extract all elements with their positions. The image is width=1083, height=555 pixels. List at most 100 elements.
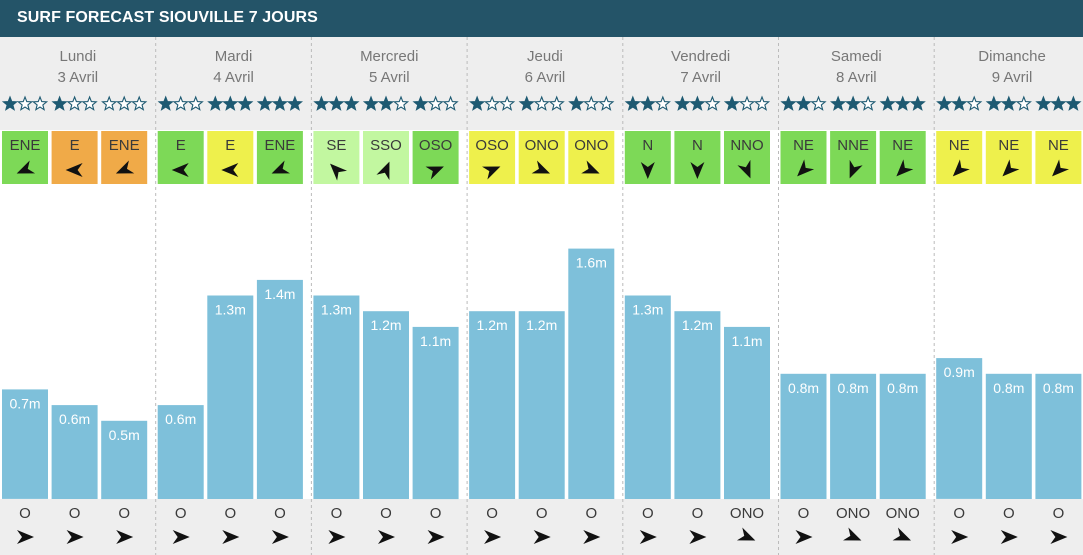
wind-box: [256, 131, 303, 184]
wave-height-label: 0.6m: [165, 411, 196, 427]
star-filled-icon: [256, 95, 274, 111]
swell-direction-label: O: [175, 505, 187, 522]
day-date: 9 Avril: [992, 69, 1033, 86]
day-header-bg: [622, 37, 779, 130]
wave-bar: [724, 326, 770, 500]
star-filled-icon: [518, 95, 535, 111]
star-filled-icon: [222, 95, 239, 111]
wind-box: [879, 131, 926, 184]
wind-arrow-icon: [330, 163, 348, 181]
day-date: 3 Avril: [58, 69, 99, 86]
star-empty-icon: [187, 95, 204, 111]
wave-bar: [469, 311, 516, 499]
star-filled-icon: [909, 95, 926, 111]
star-empty-icon: [498, 95, 516, 111]
swell-arrow-icon: [484, 530, 502, 544]
day-footer-bg: [0, 499, 156, 555]
wind-box: [985, 131, 1032, 184]
star-filled-icon: [780, 95, 797, 111]
star-filled-icon: [879, 95, 896, 111]
wave-height-label: 1.3m: [215, 302, 246, 318]
wind-arrow-icon: [376, 161, 390, 181]
page-title: SURF FORECAST SIOUVILLE 7 JOURS: [17, 9, 318, 26]
swell-arrow-icon: [892, 527, 912, 541]
day-header-bg: [467, 37, 623, 130]
swell-arrow-icon: [795, 530, 813, 544]
forecast-header: SURF FORECAST SIOUVILLE 7 JOURS: [0, 0, 1083, 37]
wind-box: [830, 131, 877, 184]
wave-height-label: 1.6m: [576, 255, 607, 271]
wind-arrow-icon: [16, 160, 36, 174]
wind-direction-label: E: [176, 137, 186, 154]
wave-bar: [985, 373, 1032, 499]
star-filled-icon: [985, 95, 1002, 111]
day-name: Samedi: [831, 48, 882, 65]
star-filled-icon: [157, 95, 174, 111]
day-name: Vendredi: [671, 48, 730, 65]
star-filled-icon: [313, 95, 330, 111]
swell-arrow-icon: [172, 530, 190, 544]
wind-box: [568, 131, 615, 184]
swell-arrow-icon: [843, 527, 862, 541]
swell-direction-label: ONO: [730, 505, 764, 522]
wave-bar: [51, 405, 98, 499]
star-empty-icon: [392, 95, 410, 111]
wind-direction-label: N: [642, 137, 653, 154]
star-filled-icon: [674, 95, 691, 111]
wave-bar: [313, 295, 360, 499]
wave-height-label: 1.2m: [370, 317, 401, 333]
swell-direction-label: ONO: [886, 505, 920, 522]
wave-bar: [830, 373, 877, 499]
star-filled-icon: [328, 95, 345, 111]
wind-direction-label: ENE: [264, 137, 295, 154]
wave-bar: [624, 295, 671, 499]
star-filled-icon: [412, 95, 429, 111]
wind-arrow-icon: [849, 159, 863, 179]
wind-arrow-icon: [425, 166, 444, 180]
wind-arrow-icon: [65, 163, 83, 177]
day-footer-bg: [622, 499, 779, 555]
wave-height-label: 1.3m: [321, 302, 352, 318]
wind-direction-label: OSO: [475, 137, 508, 154]
star-empty-icon: [16, 95, 34, 111]
star-filled-icon: [1000, 95, 1017, 111]
star-filled-icon: [1035, 95, 1052, 111]
star-empty-icon: [583, 95, 600, 111]
wave-height-label: 0.8m: [993, 380, 1024, 396]
wind-direction-label: N: [692, 137, 703, 154]
star-empty-icon: [116, 95, 133, 111]
swell-arrow-icon: [583, 530, 601, 544]
star-filled-icon: [795, 95, 812, 111]
star-empty-icon: [427, 95, 444, 111]
star-empty-icon: [654, 95, 671, 111]
wind-direction-label: NE: [793, 137, 814, 154]
wave-height-label: 1.2m: [682, 317, 713, 333]
star-filled-icon: [51, 95, 68, 111]
star-filled-icon: [624, 95, 641, 111]
wind-box: [724, 131, 770, 184]
wind-direction-label: SSO: [370, 137, 402, 154]
wave-bar: [256, 279, 303, 499]
wind-arrow-icon: [115, 160, 135, 174]
day-footer-bg: [155, 499, 312, 555]
wave-bar: [412, 326, 459, 500]
day-name: Jeudi: [527, 48, 563, 65]
swell-arrow-icon: [1050, 530, 1068, 544]
swell-direction-label: O: [331, 505, 343, 522]
wave-bar: [518, 311, 565, 499]
star-empty-icon: [483, 95, 501, 111]
star-filled-icon: [689, 95, 706, 111]
wind-arrow-icon: [737, 159, 751, 179]
swell-direction-label: O: [118, 505, 130, 522]
star-empty-icon: [81, 95, 98, 111]
day-footer-bg: [778, 499, 935, 555]
swell-direction-label: O: [224, 505, 236, 522]
star-filled-icon: [1065, 95, 1082, 111]
star-filled-icon: [286, 95, 304, 111]
wave-bar: [568, 248, 615, 499]
wind-arrow-icon: [482, 166, 501, 180]
wind-direction-label: ENE: [109, 137, 140, 154]
wind-box: [51, 131, 98, 184]
star-filled-icon: [237, 95, 254, 111]
star-empty-icon: [442, 95, 459, 111]
